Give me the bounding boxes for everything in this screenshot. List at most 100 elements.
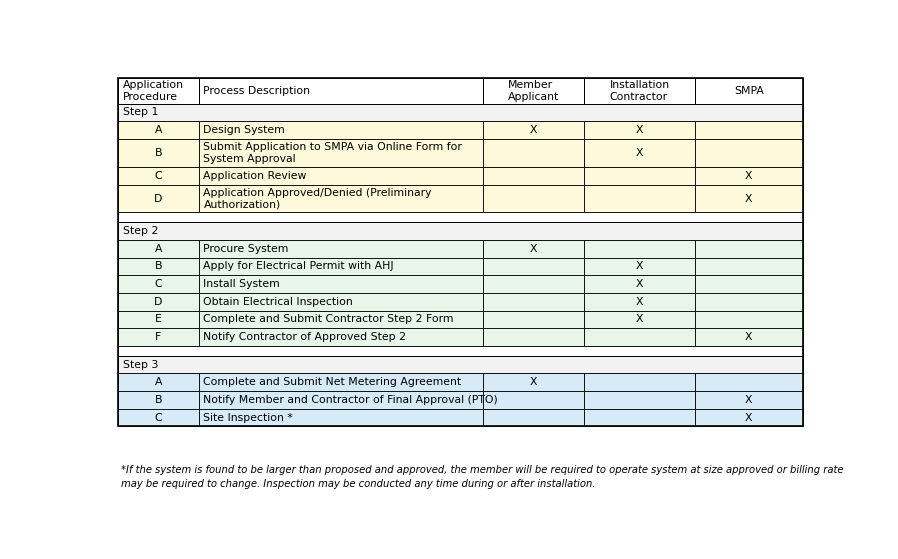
Bar [695, 167, 803, 184]
Text: Submit Application to SMPA via Online Form for
System Approval: Submit Application to SMPA via Online Fo… [204, 142, 462, 164]
Bar [483, 139, 585, 167]
Text: X: X [636, 125, 643, 135]
Text: X: X [636, 315, 643, 324]
Bar [118, 391, 198, 409]
Bar [695, 293, 803, 311]
Bar [198, 121, 483, 139]
Text: Procure System: Procure System [204, 244, 289, 254]
Text: Apply for Electrical Permit with AHJ: Apply for Electrical Permit with AHJ [204, 262, 394, 271]
Text: Notify Member and Contractor of Final Approval (PTO): Notify Member and Contractor of Final Ap… [204, 395, 498, 405]
Text: Step 2: Step 2 [123, 226, 158, 236]
Text: C: C [154, 279, 162, 289]
Text: Step 1: Step 1 [123, 107, 158, 117]
Text: Installation
Contractor: Installation Contractor [610, 80, 670, 102]
Text: Application
Procedure: Application Procedure [123, 80, 184, 102]
Text: C: C [154, 170, 162, 181]
Bar [118, 373, 198, 391]
Text: D: D [154, 297, 163, 307]
Bar [118, 139, 198, 167]
Bar [198, 184, 483, 212]
Bar [118, 258, 198, 275]
Bar [585, 139, 695, 167]
Bar [483, 373, 585, 391]
Text: Notify Contractor of Approved Step 2: Notify Contractor of Approved Step 2 [204, 332, 407, 342]
Bar [118, 222, 803, 240]
Text: Site Inspection *: Site Inspection * [204, 413, 294, 423]
Bar [483, 311, 585, 328]
Text: D: D [154, 193, 163, 203]
Bar [695, 275, 803, 293]
Bar [695, 373, 803, 391]
Text: X: X [636, 148, 643, 158]
Bar [483, 391, 585, 409]
Bar [695, 78, 803, 103]
Text: X: X [745, 395, 753, 405]
Bar [695, 121, 803, 139]
Bar [198, 258, 483, 275]
Bar [198, 311, 483, 328]
Text: X: X [745, 413, 753, 423]
Bar [198, 293, 483, 311]
Bar [585, 121, 695, 139]
Text: X: X [745, 332, 753, 342]
Text: *If the system is found to be larger than proposed and approved, the member will: *If the system is found to be larger tha… [121, 465, 844, 489]
Bar [198, 78, 483, 103]
Bar [198, 240, 483, 258]
Bar [118, 356, 803, 373]
Text: X: X [636, 297, 643, 307]
Text: Application Review: Application Review [204, 170, 307, 181]
Text: X: X [745, 170, 753, 181]
Text: F: F [155, 332, 162, 342]
Bar [585, 328, 695, 346]
Text: A: A [154, 125, 162, 135]
Text: Application Approved/Denied (Preliminary
Authorization): Application Approved/Denied (Preliminary… [204, 187, 432, 210]
Bar [695, 409, 803, 427]
Bar [585, 311, 695, 328]
Bar [695, 328, 803, 346]
Bar [483, 121, 585, 139]
Text: X: X [636, 262, 643, 271]
Bar [483, 293, 585, 311]
Bar [695, 184, 803, 212]
Bar [198, 167, 483, 184]
Bar [585, 373, 695, 391]
Bar [118, 311, 198, 328]
Text: E: E [154, 315, 162, 324]
Text: Complete and Submit Net Metering Agreement: Complete and Submit Net Metering Agreeme… [204, 377, 462, 387]
Bar [585, 391, 695, 409]
Text: X: X [530, 244, 537, 254]
Bar [585, 258, 695, 275]
Bar [585, 167, 695, 184]
Bar [118, 409, 198, 427]
Bar [198, 328, 483, 346]
Text: A: A [154, 377, 162, 387]
Bar [585, 240, 695, 258]
Bar [695, 258, 803, 275]
Bar [198, 409, 483, 427]
Bar [483, 275, 585, 293]
Bar [118, 121, 198, 139]
Text: A: A [154, 244, 162, 254]
Bar [695, 139, 803, 167]
Bar [118, 293, 198, 311]
Text: X: X [530, 125, 537, 135]
Bar [118, 78, 198, 103]
Bar [483, 184, 585, 212]
Bar [695, 391, 803, 409]
Text: Member
Applicant: Member Applicant [508, 80, 559, 102]
Text: X: X [636, 279, 643, 289]
Bar [585, 275, 695, 293]
Bar [483, 328, 585, 346]
Bar [118, 184, 198, 212]
Text: Complete and Submit Contractor Step 2 Form: Complete and Submit Contractor Step 2 Fo… [204, 315, 454, 324]
Bar [483, 409, 585, 427]
Bar [198, 373, 483, 391]
Bar [585, 78, 695, 103]
Text: C: C [154, 413, 162, 423]
Bar [118, 328, 198, 346]
Bar [483, 240, 585, 258]
Text: Obtain Electrical Inspection: Obtain Electrical Inspection [204, 297, 353, 307]
Text: Step 3: Step 3 [123, 359, 158, 369]
Text: X: X [745, 193, 753, 203]
Bar [118, 103, 803, 121]
